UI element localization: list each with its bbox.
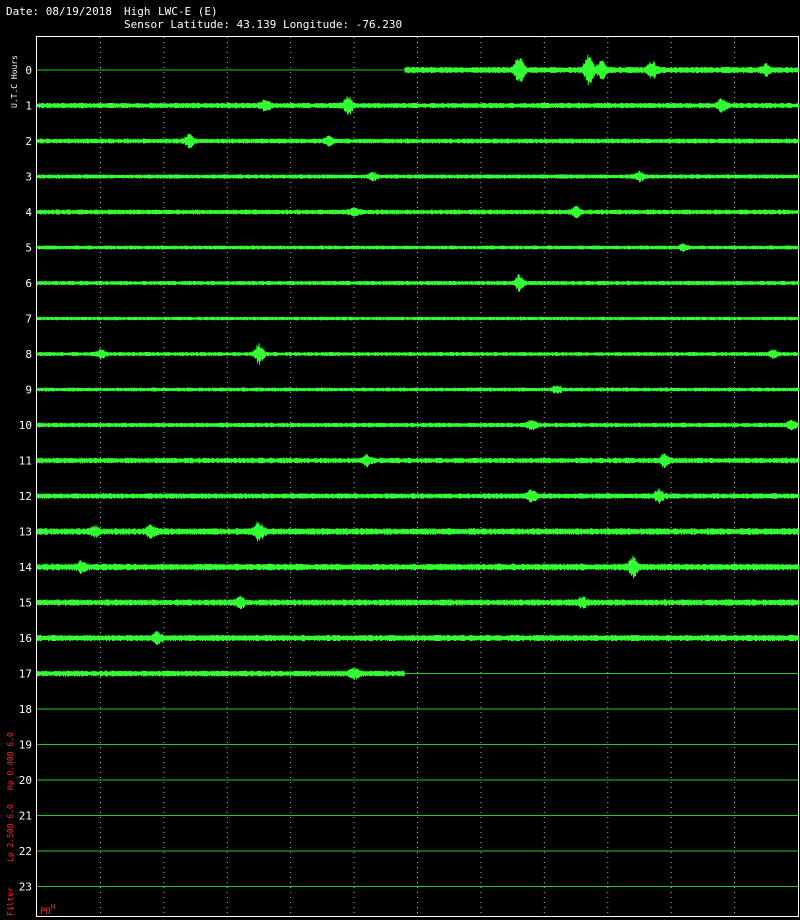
corner-mark-base: PO (40, 907, 51, 917)
trace-hour-5 (36, 242, 799, 253)
trace-hour-12 (36, 488, 799, 504)
mode-label: High (124, 5, 151, 18)
hour-label-1: 1 (25, 100, 32, 113)
hour-label-4: 4 (25, 206, 32, 219)
hour-label-10: 10 (19, 419, 32, 432)
hour-label-7: 7 (25, 313, 32, 326)
plot-frame (36, 36, 799, 917)
hour-label-12: 12 (19, 490, 32, 503)
hour-label-20: 20 (19, 774, 32, 787)
trace-hour-16 (36, 631, 799, 645)
trace-hour-17 (36, 667, 405, 680)
trace-hour-9 (36, 385, 799, 394)
trace-hour-0 (404, 54, 799, 86)
trace-hour-6 (36, 274, 799, 292)
sensor-location: Sensor Latitude: 43.139 Longitude: -76.2… (124, 18, 402, 31)
trace-hour-13 (36, 521, 799, 542)
trace-hour-2 (36, 133, 799, 149)
trace-hour-1 (36, 96, 799, 115)
hour-label-23: 23 (19, 881, 32, 894)
filter-annotation: Filter Lp 2.500 6.0 Hp 0.400 6.0 (6, 732, 15, 916)
trace-hour-11 (36, 453, 799, 468)
header: Date: 08/19/2018 High LWC-E (E) Sensor L… (6, 5, 402, 31)
hour-label-0: 0 (25, 64, 32, 77)
date-label: Date: 08/19/2018 (6, 5, 112, 18)
trace-hour-8 (36, 343, 799, 365)
corner-mark: POH (40, 903, 55, 917)
hour-label-3: 3 (25, 171, 32, 184)
trace-hour-4 (36, 205, 799, 219)
hour-label-15: 15 (19, 597, 32, 610)
hour-label-9: 9 (25, 384, 32, 397)
hour-traces (36, 54, 799, 680)
trace-hour-10 (36, 419, 799, 431)
hour-label-8: 8 (25, 348, 32, 361)
filter-label: Filter (6, 887, 15, 916)
trace-hour-14 (36, 555, 799, 579)
trace-hour-15 (36, 595, 799, 610)
hour-label-13: 13 (19, 526, 32, 539)
hour-label-16: 16 (19, 632, 32, 645)
trace-hour-7 (36, 316, 799, 321)
station-label: LWC-E (E) (158, 5, 218, 18)
corner-mark-sup: H (51, 903, 55, 911)
trace-hour-3 (36, 170, 799, 183)
hour-label-19: 19 (19, 739, 32, 752)
hour-label-6: 6 (25, 277, 32, 290)
hour-label-2: 2 (25, 135, 32, 148)
hour-label-18: 18 (19, 703, 32, 716)
filter-highpass: Hp 0.400 6.0 (6, 732, 15, 790)
hour-label-11: 11 (19, 455, 32, 468)
hour-label-5: 5 (25, 242, 32, 255)
hour-label-22: 22 (19, 845, 32, 858)
hour-label-17: 17 (19, 668, 32, 681)
hour-label-14: 14 (19, 561, 33, 574)
y-axis-title: U.T.C Hours (10, 55, 19, 108)
filter-lowpass: Lp 2.500 6.0 (6, 804, 15, 862)
hour-label-21: 21 (19, 810, 32, 823)
